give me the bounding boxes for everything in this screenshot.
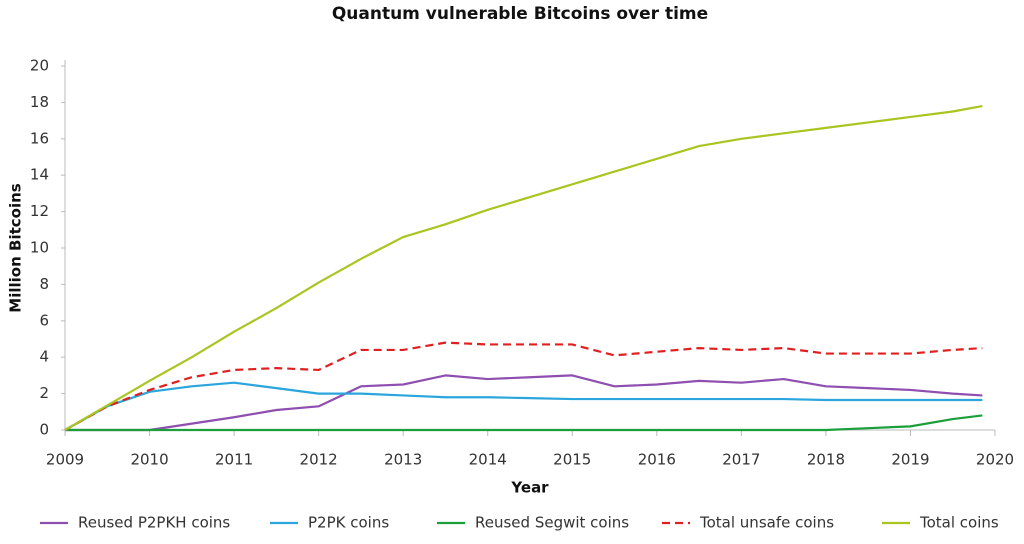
x-tick-label: 2015: [553, 451, 591, 469]
legend-label: Total unsafe coins: [699, 514, 834, 532]
x-tick-label: 2016: [638, 451, 676, 469]
x-tick-label: 2019: [891, 451, 929, 469]
y-tick-label: 10: [30, 239, 49, 257]
series-line: [65, 414, 983, 432]
series-line: [65, 374, 983, 432]
series-line: [64, 381, 983, 431]
x-tick-label: 2014: [469, 451, 507, 469]
y-tick-label: 20: [30, 57, 49, 75]
series-line: [64, 341, 983, 431]
x-tick-label: 2018: [807, 451, 845, 469]
legend-label: P2PK coins: [308, 514, 389, 532]
x-tick-label: 2012: [300, 451, 338, 469]
x-tick-label: 2013: [384, 451, 422, 469]
legend-label: Reused P2PKH coins: [78, 514, 230, 532]
y-tick-label: 0: [39, 421, 49, 439]
y-tick-label: 14: [30, 166, 49, 184]
x-tick-label: 2009: [46, 451, 84, 469]
x-tick-label: 2017: [722, 451, 760, 469]
y-tick-label: 16: [30, 129, 49, 147]
y-tick-label: 6: [39, 311, 49, 329]
series-line: [64, 104, 983, 431]
legend-label: Total coins: [919, 514, 999, 532]
chart-title: Quantum vulnerable Bitcoins over time: [332, 4, 708, 24]
y-tick-label: 8: [39, 275, 49, 293]
y-tick-label: 2: [39, 384, 49, 402]
y-axis-title: Million Bitcoins: [7, 183, 25, 312]
x-axis-title: Year: [510, 479, 549, 497]
y-tick-label: 4: [39, 348, 49, 366]
y-tick-label: 12: [30, 202, 49, 220]
x-tick-label: 2020: [976, 451, 1014, 469]
y-tick-label: 18: [30, 93, 49, 111]
x-tick-label: 2010: [130, 451, 168, 469]
x-tick-label: 2011: [215, 451, 253, 469]
legend-label: Reused Segwit coins: [475, 514, 629, 532]
